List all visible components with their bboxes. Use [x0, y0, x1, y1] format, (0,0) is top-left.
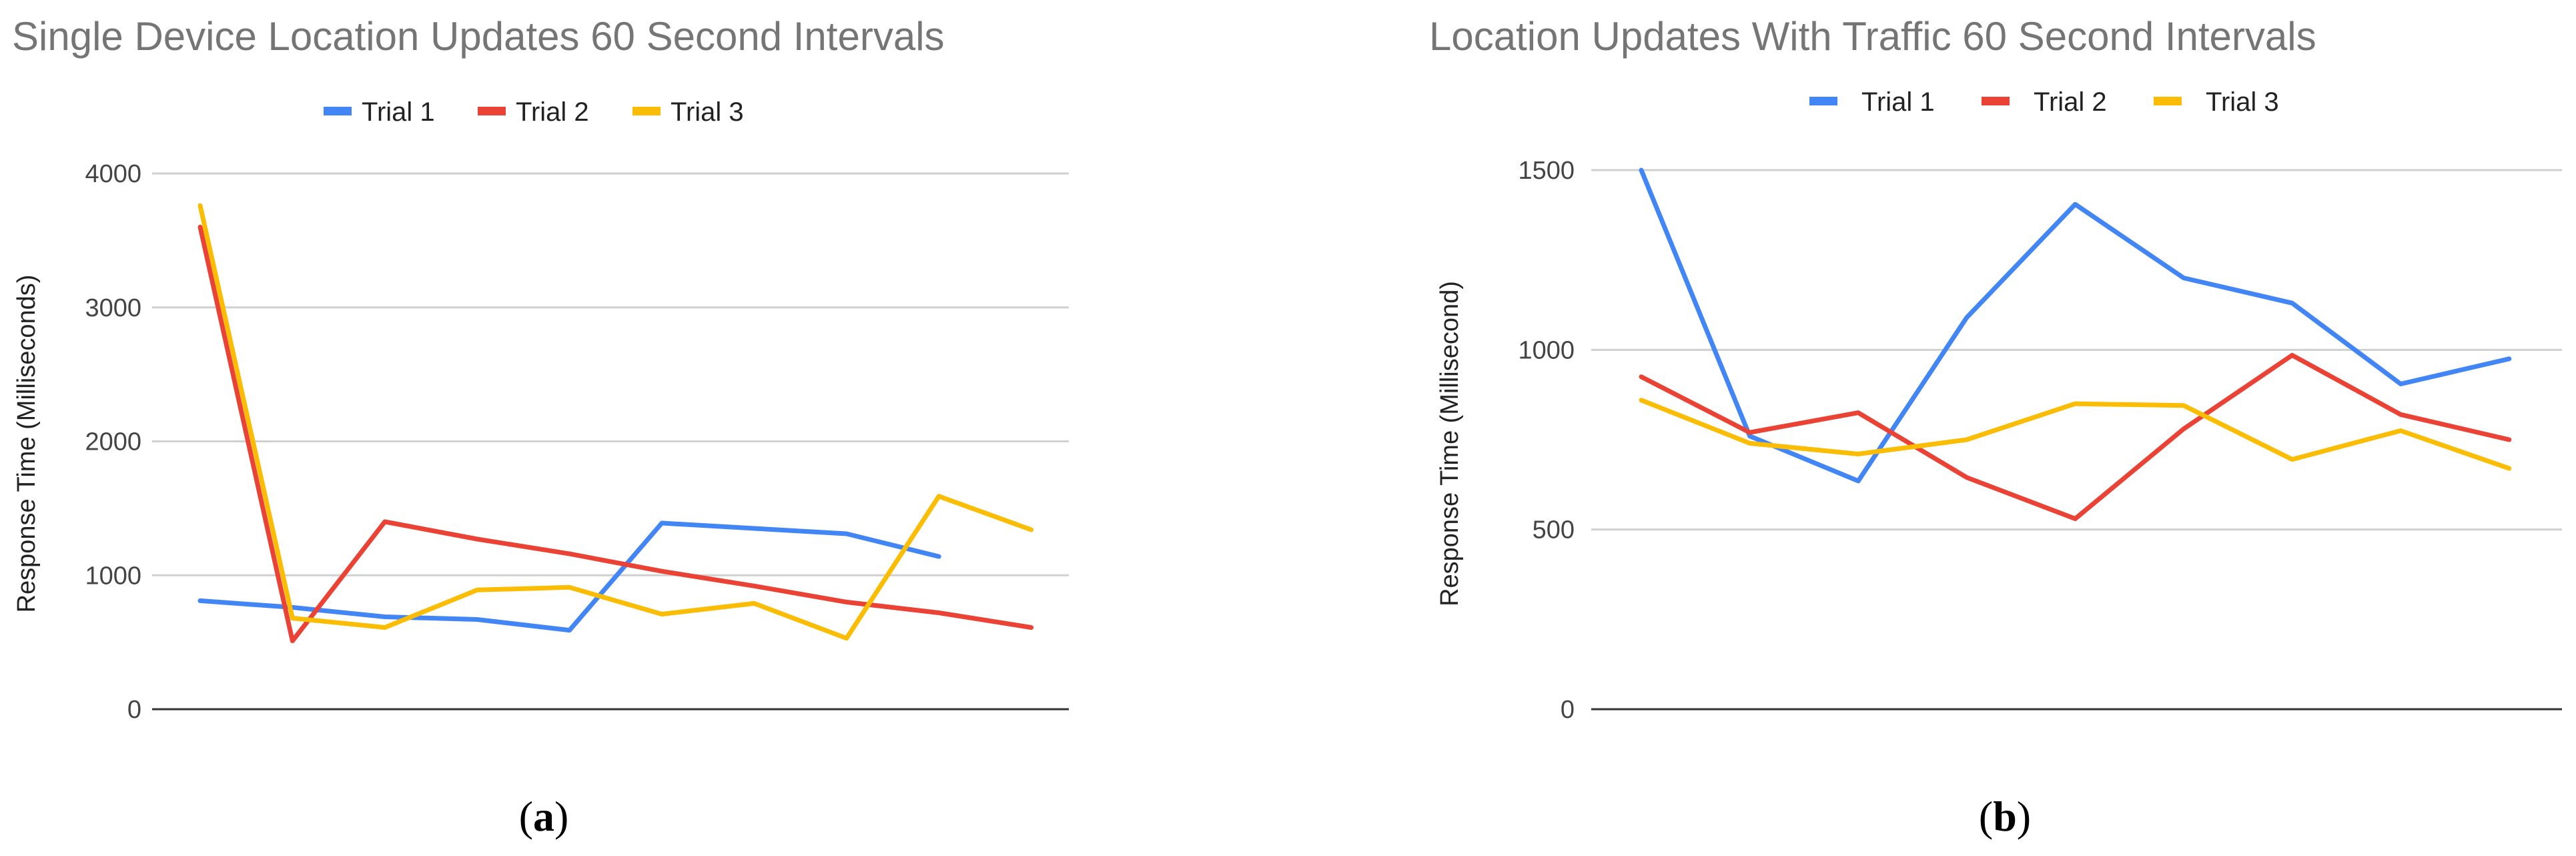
- chart-panel-a: Single Device Location Updates 60 Second…: [12, 14, 1069, 840]
- legend-label-trial-3: Trial 3: [2206, 87, 2279, 117]
- y-axis-label: Response Time (Millisecond): [1436, 281, 1464, 606]
- legend: Trial 1 Trial 2 Trial 3: [1809, 87, 2279, 117]
- legend-swatch-trial-2: [1982, 97, 2010, 105]
- y-tick-label: 1000: [1518, 336, 1575, 364]
- legend: Trial 1 Trial 2 Trial 3: [324, 97, 744, 127]
- series-line-trial-2: [1639, 352, 2512, 521]
- series-line-trial-1: [197, 520, 941, 633]
- legend-label-trial-3: Trial 3: [671, 97, 744, 127]
- y-tick-label: 2000: [85, 428, 141, 456]
- y-tick-label: 500: [1533, 516, 1575, 544]
- legend-label-trial-2: Trial 2: [2034, 87, 2107, 117]
- legend-label-trial-1: Trial 1: [362, 97, 435, 127]
- y-tick-label: 0: [1561, 696, 1575, 724]
- series-line-trial-3: [197, 203, 1034, 641]
- legend-label-trial-1: Trial 1: [1861, 87, 1935, 117]
- legend-label-trial-2: Trial 2: [516, 97, 589, 127]
- legend-swatch-trial-3: [2154, 97, 2182, 105]
- y-tick-label: 1000: [85, 562, 141, 590]
- chart-panel-b: Location Updates With Traffic 60 Second …: [1429, 14, 2562, 840]
- y-tick-label: 0: [127, 696, 141, 724]
- panel-label-a: (a): [519, 793, 569, 840]
- legend-swatch-trial-2: [478, 107, 506, 115]
- y-axis-label: Response Time (Milliseconds): [13, 275, 41, 613]
- series-line-trial-2: [197, 224, 1034, 644]
- chart-title: Single Device Location Updates 60 Second…: [12, 14, 945, 59]
- legend-swatch-trial-3: [632, 107, 661, 115]
- legend-swatch-trial-1: [1809, 97, 1837, 105]
- series-line-trial-3: [1639, 398, 2512, 471]
- chart-title: Location Updates With Traffic 60 Second …: [1429, 14, 2316, 59]
- y-tick-label: 3000: [85, 294, 141, 322]
- panel-label-b: (b): [1979, 793, 2031, 840]
- y-tick-label: 4000: [85, 160, 141, 188]
- legend-swatch-trial-1: [324, 107, 352, 115]
- y-tick-label: 1500: [1518, 157, 1575, 185]
- series-line-trial-1: [1639, 167, 2512, 484]
